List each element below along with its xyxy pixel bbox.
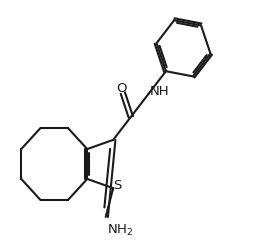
Text: S: S — [113, 179, 122, 192]
Text: NH$_2$: NH$_2$ — [107, 223, 133, 238]
Text: O: O — [116, 82, 127, 96]
Text: NH: NH — [150, 84, 169, 98]
